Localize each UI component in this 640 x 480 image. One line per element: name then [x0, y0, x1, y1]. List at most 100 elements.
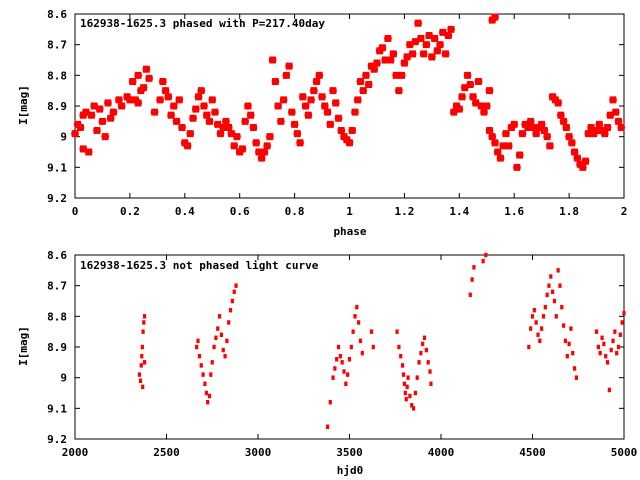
data-point	[463, 71, 472, 79]
data-point	[491, 13, 499, 21]
data-point	[244, 102, 252, 110]
data-point	[156, 96, 164, 104]
data-point	[477, 102, 486, 110]
data-point	[378, 44, 387, 52]
data-point	[221, 347, 225, 353]
x-tick-label: 1.8	[559, 205, 579, 218]
data-point	[219, 332, 223, 337]
data-point	[233, 133, 241, 141]
data-point	[458, 93, 466, 101]
data-point	[402, 381, 406, 387]
data-point	[329, 87, 337, 95]
data-point	[573, 154, 582, 162]
data-point	[546, 142, 554, 150]
data-point	[410, 403, 414, 408]
data-point	[126, 96, 134, 104]
data-point	[219, 123, 228, 131]
data-point	[578, 163, 587, 171]
data-point	[436, 41, 444, 49]
data-point	[222, 117, 230, 125]
data-point	[359, 87, 368, 95]
data-point	[574, 375, 579, 380]
data-point	[241, 117, 250, 125]
data-point	[358, 338, 363, 344]
data-point	[620, 320, 624, 325]
data-point	[526, 117, 535, 125]
data-point	[325, 424, 330, 429]
x-tick-label: 2	[621, 205, 628, 218]
data-point	[195, 344, 199, 350]
data-point	[274, 102, 282, 110]
data-point	[529, 123, 538, 131]
data-point	[524, 123, 532, 131]
y-tick-label: 8.8	[47, 310, 67, 323]
data-point	[604, 353, 608, 359]
y-tick-label: 8.6	[47, 8, 67, 21]
data-point	[98, 117, 107, 125]
data-point	[84, 148, 93, 156]
data-point	[413, 390, 417, 396]
data-point	[472, 265, 476, 270]
data-point	[404, 396, 408, 402]
data-point	[353, 96, 362, 104]
data-point	[493, 148, 502, 156]
y-axis-label-unphased: I[mag]	[17, 326, 30, 366]
data-point	[230, 142, 239, 150]
data-point	[266, 133, 274, 141]
data-point	[141, 384, 145, 390]
x-tick-label: 3000	[245, 446, 272, 459]
data-points-phased	[71, 13, 626, 171]
y-axis-ticks-unphased: 8.6 8.7 8.8 8.9 9 9.1 9.2	[47, 249, 624, 446]
data-point	[201, 372, 205, 377]
data-point	[424, 347, 428, 353]
data-point	[199, 363, 203, 368]
data-point	[536, 332, 540, 337]
data-point	[211, 108, 219, 116]
data-point	[397, 71, 406, 79]
data-point	[543, 304, 547, 310]
data-point	[337, 127, 346, 135]
data-point	[560, 304, 564, 310]
x-tick-label: 1	[346, 205, 353, 218]
x-tick-label: 1.2	[394, 205, 414, 218]
y-tick-label: 8.7	[47, 280, 67, 293]
data-point	[71, 130, 79, 138]
data-point	[504, 142, 513, 150]
data-point	[481, 258, 485, 264]
y-tick-label: 8.6	[47, 249, 67, 262]
data-point	[206, 399, 210, 405]
data-point	[537, 120, 546, 128]
data-point	[104, 99, 112, 107]
chart-title-phased: 162938-1625.3 phased with P=217.40day	[80, 17, 325, 30]
data-point	[405, 384, 409, 390]
data-point	[356, 77, 365, 85]
data-point	[323, 108, 332, 116]
data-point	[428, 53, 436, 61]
data-point	[134, 99, 142, 107]
data-point	[227, 320, 231, 325]
data-point	[271, 77, 280, 85]
data-point	[408, 393, 412, 399]
data-point	[288, 108, 296, 116]
data-point	[554, 99, 562, 107]
data-point	[232, 289, 236, 295]
data-point	[395, 329, 399, 334]
data-point	[106, 114, 115, 122]
data-point	[400, 363, 405, 368]
data-point	[549, 274, 553, 279]
data-point	[216, 326, 220, 331]
data-point	[320, 102, 329, 110]
data-point	[513, 163, 521, 171]
data-point	[101, 133, 110, 141]
data-point	[429, 381, 433, 387]
data-point	[137, 372, 142, 377]
data-point	[345, 139, 354, 147]
data-point	[569, 326, 573, 331]
data-point	[502, 130, 510, 138]
data-point	[419, 350, 423, 356]
data-point	[484, 252, 488, 258]
data-point	[392, 71, 401, 79]
data-point	[349, 344, 353, 350]
data-point	[613, 329, 617, 334]
data-point	[138, 378, 143, 383]
